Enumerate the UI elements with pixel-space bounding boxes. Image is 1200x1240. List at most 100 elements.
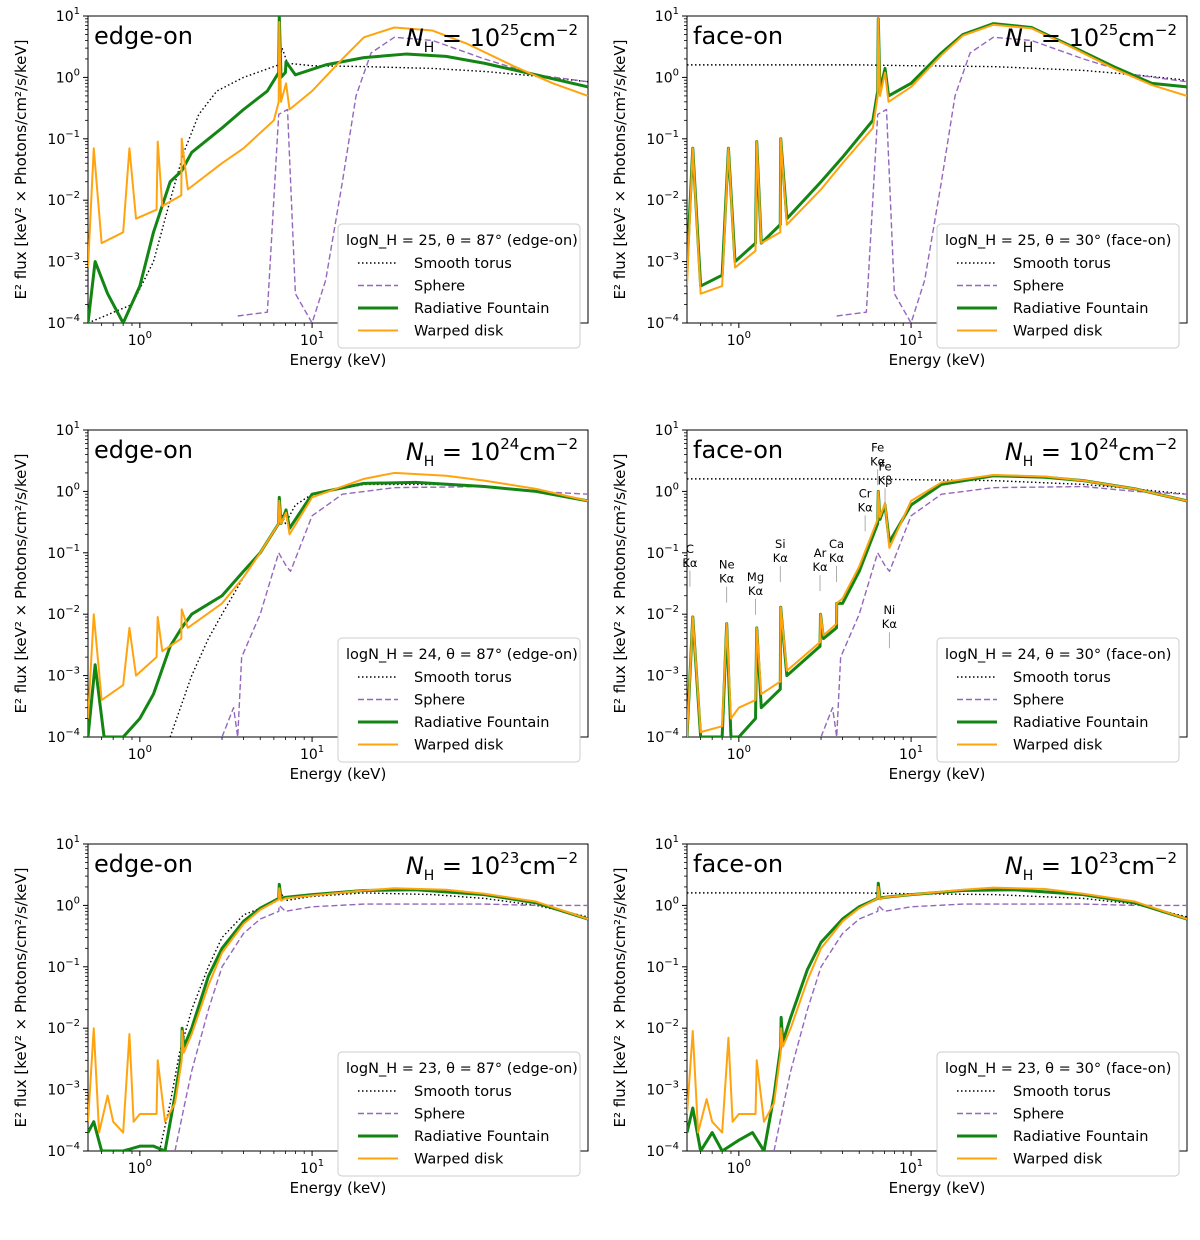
y-tick-label: 10−3 [47,252,80,271]
x-axis-label: Energy (keV) [889,765,986,783]
series-line-warped [687,17,1187,295]
y-tick-label: 100 [56,481,80,500]
y-axis-label: E² flux [keV² × Photons/cm²/s/keV] [611,454,629,714]
y-tick-label: 101 [655,6,679,25]
line-label-element: Ca [829,537,844,551]
legend-box [337,637,581,763]
y-tick-label: 10−2 [646,1018,679,1037]
series-line-warped [88,20,588,268]
y-tick-label: 10−1 [47,543,80,562]
column-density-label: NH = 1025cm−2 [406,21,578,56]
line-label-transition: Kα [882,617,898,631]
y-tick-label: 10−4 [47,313,80,332]
series-line-warped [88,471,588,719]
y-tick-label: 10−4 [646,313,679,332]
series-group [88,471,588,737]
line-label-transition: Kα [812,560,828,574]
legend: logN_H = 25, θ = 30° (face-on) Smooth tor… [936,223,1180,349]
series-line-warped [687,885,1187,1134]
legend-label-fountain: Radiative Fountain [414,301,549,317]
panel-orientation-label: edge-on [94,22,193,50]
x-tick-label: 101 [899,330,923,349]
y-tick-label: 100 [655,481,679,500]
line-label-element: Ar [814,546,827,560]
line-label-element: Cr [859,486,872,500]
legend-label-fountain: Radiative Fountain [1013,301,1148,317]
legend-title: logN_H = 23, θ = 87° (edge-on) [346,1061,578,1077]
x-tick-label: 101 [300,1158,324,1177]
legend-title: logN_H = 24, θ = 87° (edge-on) [346,647,578,663]
legend-label-torus: Smooth torus [414,1084,512,1100]
legend-title: logN_H = 23, θ = 30° (face-on) [945,1061,1171,1077]
y-tick-label: 100 [655,67,679,86]
y-tick-label: 100 [655,895,679,914]
panel-orientation-label: edge-on [94,850,193,878]
y-tick-label: 10−3 [646,666,679,685]
legend-label-torus: Smooth torus [414,670,512,686]
legend-label-warped: Warped disk [414,324,504,340]
x-axis-label: Energy (keV) [290,1179,387,1197]
line-label-element: Fe [879,459,892,473]
y-axis-label: E² flux [keV² × Photons/cm²/s/keV] [12,868,30,1128]
legend-label-sphere: Sphere [1013,1107,1064,1123]
y-tick-label: 10−4 [47,1141,80,1160]
y-axis-label: E² flux [keV² × Photons/cm²/s/keV] [611,40,629,300]
y-tick-label: 10−4 [47,727,80,746]
y-tick-label: 10−2 [47,190,80,209]
legend-label-fountain: Radiative Fountain [1013,715,1148,731]
y-tick-label: 100 [56,67,80,86]
y-tick-label: 101 [655,834,679,853]
legend-label-sphere: Sphere [414,1107,465,1123]
series-group [687,17,1187,323]
legend: logN_H = 23, θ = 30° (face-on) Smooth tor… [936,1051,1180,1177]
legend-label-fountain: Radiative Fountain [1013,1129,1148,1145]
line-label-transition: Kα [748,584,764,598]
y-tick-label: 10−3 [646,1080,679,1099]
line-label-element: Fe [871,440,884,454]
y-tick-label: 10−1 [47,129,80,148]
line-label-transition: Kα [719,572,735,586]
series-line-warped [88,887,588,1134]
y-tick-label: 10−4 [646,1141,679,1160]
x-tick-label: 100 [727,744,751,763]
series-group [687,881,1187,1151]
y-tick-label: 10−4 [646,727,679,746]
y-tick-label: 10−2 [646,604,679,623]
x-tick-label: 100 [128,744,152,763]
legend-label-sphere: Sphere [1013,693,1064,709]
column-density-label: NH = 1023cm−2 [1005,849,1177,884]
chart-panel-row1-left: 10−410−310−210−1100101100101102Energy (k… [12,6,589,369]
chart-panel-row2-left: 10−410−310−210−1100101100101102Energy (k… [12,420,589,783]
legend-label-sphere: Sphere [414,279,465,295]
y-tick-label: 10−2 [47,604,80,623]
chart-panel-row1-right: 10−410−310−210−1100101100101102Energy (k… [611,6,1188,369]
chart-panel-row2-right: 10−410−310−210−1100101100101102Energy (k… [611,420,1188,783]
y-tick-label: 10−1 [646,543,679,562]
x-axis-label: Energy (keV) [290,765,387,783]
line-label-element: Ne [719,558,735,572]
line-label-transition: Kα [773,551,789,565]
legend-box [936,223,1180,349]
x-tick-label: 101 [899,744,923,763]
y-tick-label: 10−3 [646,252,679,271]
x-axis-label: Energy (keV) [290,351,387,369]
y-tick-label: 10−3 [47,666,80,685]
series-line-sphere [820,485,1187,737]
legend-box [936,1051,1180,1177]
legend-label-warped: Warped disk [1013,324,1103,340]
y-tick-label: 10−1 [646,129,679,148]
panel-orientation-label: face-on [693,436,783,464]
column-density-label: NH = 1024cm−2 [1005,435,1177,470]
x-tick-label: 100 [128,1158,152,1177]
x-tick-label: 101 [300,330,324,349]
legend-label-fountain: Radiative Fountain [414,1129,549,1145]
line-label-transition: Kα [870,454,886,468]
y-tick-label: 101 [56,834,80,853]
legend-label-sphere: Sphere [414,693,465,709]
legend-label-torus: Smooth torus [1013,1084,1111,1100]
legend-box [337,223,581,349]
legend-title: logN_H = 24, θ = 30° (face-on) [945,647,1171,663]
y-tick-label: 10−2 [646,190,679,209]
x-axis-label: Energy (keV) [889,351,986,369]
